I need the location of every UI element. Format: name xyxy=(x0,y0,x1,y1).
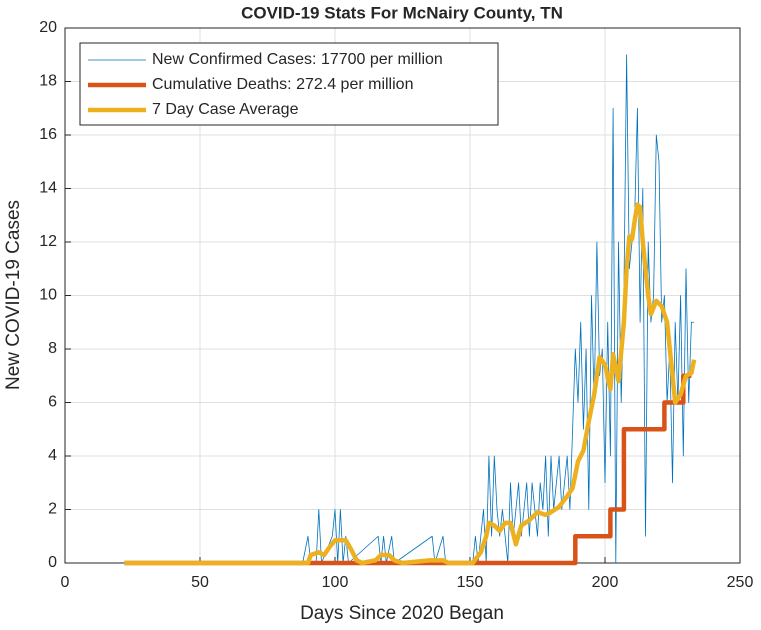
legend-label: Cumulative Deaths: 272.4 per million xyxy=(152,76,413,93)
x-tick-label: 150 xyxy=(457,574,484,591)
x-axis-label: Days Since 2020 Began xyxy=(300,603,504,624)
legend-label: 7 Day Case Average xyxy=(152,101,299,118)
y-tick-label: 8 xyxy=(48,340,57,357)
y-tick-label: 14 xyxy=(39,180,57,197)
x-tick-label: 250 xyxy=(727,574,754,591)
series-line xyxy=(124,54,695,564)
y-tick-label: 10 xyxy=(39,287,57,304)
y-axis-label: New COVID-19 Cases xyxy=(3,200,24,390)
x-tick-label: 50 xyxy=(191,574,209,591)
y-tick-label: 12 xyxy=(39,233,57,250)
y-tick-label: 0 xyxy=(48,554,57,571)
chart-title: COVID-19 Stats For McNairy County, TN xyxy=(241,3,563,22)
series-line xyxy=(124,373,692,566)
y-tick-label: 2 xyxy=(48,501,57,518)
legend-box xyxy=(79,42,499,126)
x-tick-label: 200 xyxy=(592,574,619,591)
y-tick-label: 18 xyxy=(39,73,57,90)
x-tick-label: 100 xyxy=(322,574,349,591)
y-tick-label: 6 xyxy=(48,394,57,411)
y-tick-label: 16 xyxy=(39,126,57,143)
legend-label: New Confirmed Cases: 17700 per million xyxy=(152,51,443,68)
x-tick-label: 0 xyxy=(61,574,70,591)
y-tick-label: 20 xyxy=(39,19,57,36)
series-line xyxy=(124,202,697,566)
y-tick-label: 4 xyxy=(48,447,57,464)
